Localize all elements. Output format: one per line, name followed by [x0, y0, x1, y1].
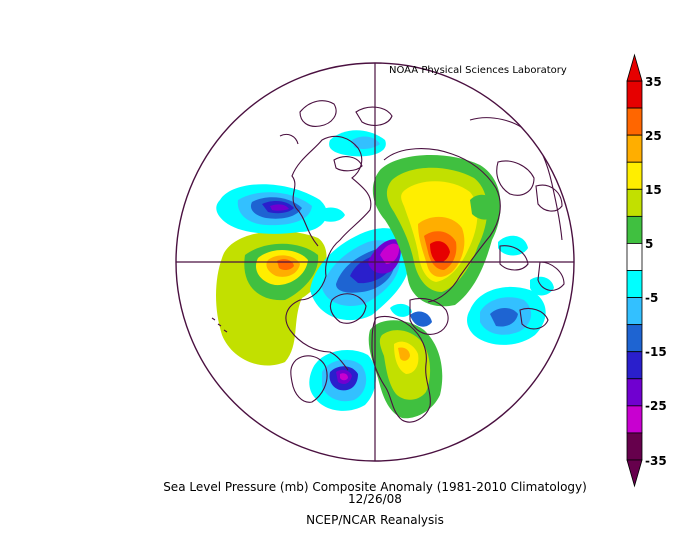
colorbar-swatch: [626, 405, 643, 434]
colorbar-label: 5: [645, 237, 654, 251]
hemisphere-border: [175, 62, 575, 462]
colorbar-swatch: [626, 161, 643, 190]
colorbar-swatch: [626, 351, 643, 380]
colorbar-label: -15: [645, 345, 667, 359]
map-title: Sea Level Pressure (mb) Composite Anomal…: [163, 480, 587, 494]
data-source: NCEP/NCAR Reanalysis: [306, 513, 444, 527]
colorbar-arrow-top: [626, 53, 643, 82]
colorbar-label: 25: [645, 129, 662, 143]
coastlines: [211, 100, 565, 423]
anomaly-field: [216, 130, 554, 419]
colorbar-label: -25: [645, 399, 667, 413]
map-date: 12/26/08: [348, 492, 402, 506]
colorbar-swatch: [626, 107, 643, 136]
colorbar: [626, 53, 643, 488]
colorbar-swatch: [626, 297, 643, 326]
colorbar-swatch: [626, 270, 643, 298]
colorbar-swatch: [626, 378, 643, 407]
colorbar-swatch: [626, 215, 643, 244]
colorbar-arrow-bottom: [626, 459, 643, 488]
colorbar-swatch: [626, 432, 643, 461]
colorbar-swatch: [626, 324, 643, 353]
colorbar-label: 15: [645, 183, 662, 197]
colorbar-swatch: [626, 134, 643, 163]
colorbar-label: 35: [645, 75, 662, 89]
colorbar-swatch: [626, 188, 643, 217]
colorbar-swatch: [626, 243, 643, 271]
colorbar-label: -5: [645, 291, 659, 305]
colorbar-swatch: [626, 80, 643, 109]
colorbar-label: -35: [645, 454, 667, 468]
credit-label: NOAA Physical Sciences Laboratory: [389, 65, 567, 76]
